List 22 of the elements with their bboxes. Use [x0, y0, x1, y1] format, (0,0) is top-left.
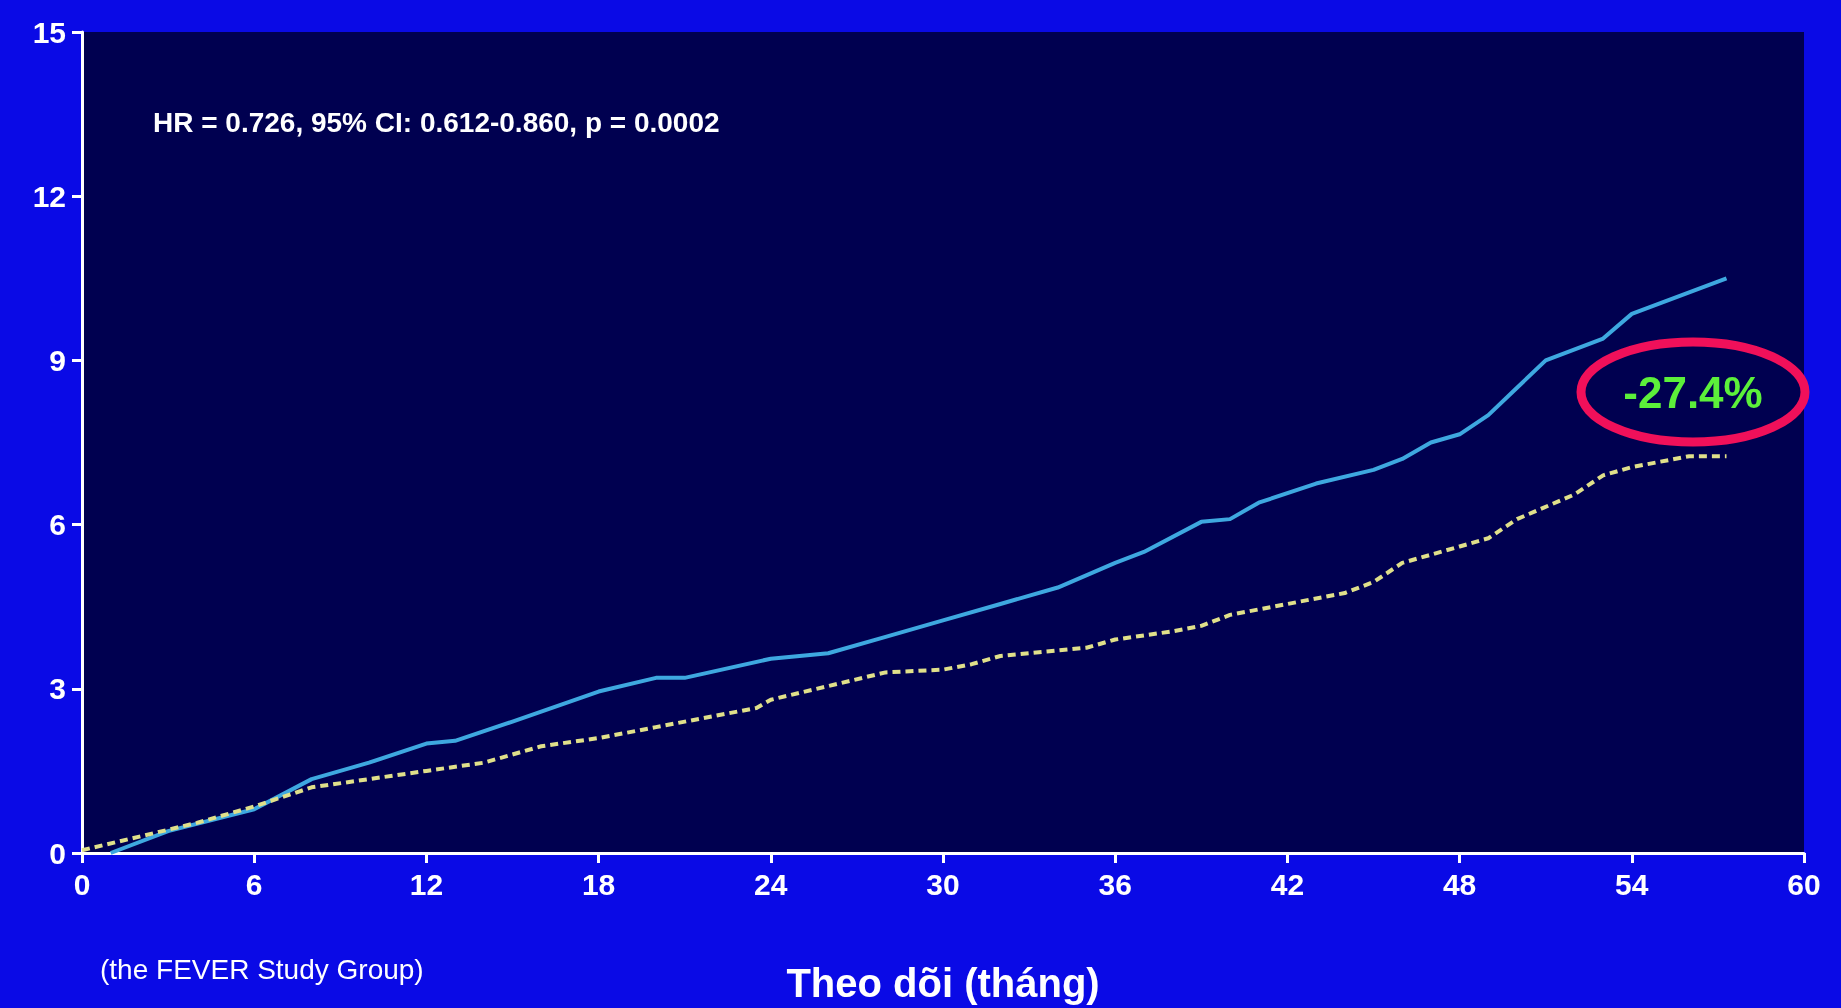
- x-tick-label: 54: [1615, 867, 1649, 901]
- y-tick-label: 9: [49, 343, 66, 377]
- x-tick-label: 60: [1787, 867, 1821, 901]
- annotation: -27.4%: [1623, 367, 1763, 417]
- y-tick-label: 12: [32, 179, 66, 213]
- x-tick-label: 36: [1098, 867, 1132, 901]
- y-tick-label: 15: [32, 15, 66, 49]
- x-tick-label: 48: [1442, 867, 1477, 901]
- x-tick-label: 24: [754, 867, 788, 901]
- x-tick-label: 30: [926, 867, 960, 901]
- annotation: HR = 0.726, 95% CI: 0.612-0.860, p = 0.0002: [153, 106, 720, 138]
- y-tick-label: 3: [49, 672, 66, 706]
- x-tick-label: 18: [581, 867, 616, 901]
- x-axis-title: Theo dõi (tháng): [786, 961, 1100, 1005]
- y-tick-label: 6: [49, 508, 66, 542]
- line-series: [80, 454, 1729, 853]
- x-tick-label: 12: [409, 867, 444, 901]
- x-tick-label: 6: [245, 867, 263, 901]
- text: (the FEVER Study Group): [100, 953, 424, 985]
- x-tick-label: 42: [1270, 867, 1305, 901]
- y-tick-label: 0: [49, 836, 66, 870]
- x-tick-label: 0: [73, 867, 91, 901]
